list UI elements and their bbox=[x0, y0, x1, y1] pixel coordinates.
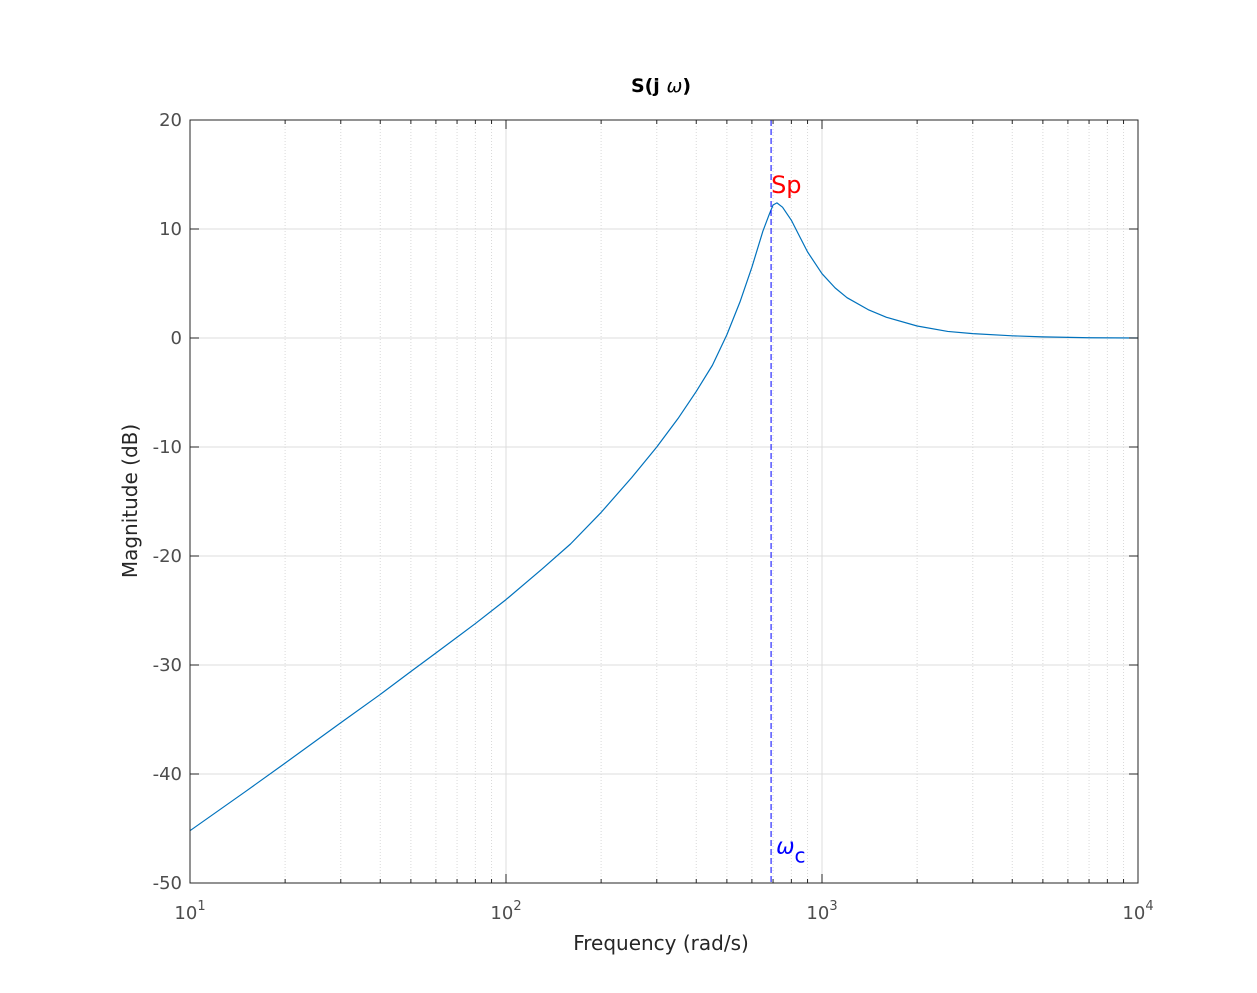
y-axis-label: Magnitude (dB) bbox=[118, 424, 142, 578]
y-tick-label: 20 bbox=[159, 110, 182, 131]
ticks bbox=[189, 119, 1139, 884]
x-tick-label: 101 bbox=[174, 899, 205, 924]
x-axis-label: Frequency (rad/s) bbox=[573, 931, 749, 955]
y-tick-label: 0 bbox=[171, 328, 182, 349]
x-tick-exponent: 1 bbox=[197, 899, 205, 914]
peak-label: Sp bbox=[771, 171, 801, 199]
annotations: ωc Sp bbox=[770, 120, 806, 883]
y-tick-label: -10 bbox=[153, 437, 182, 458]
y-tick-label: -50 bbox=[153, 873, 182, 894]
chart-title-omega: ω bbox=[666, 75, 682, 97]
chart-title-end: ) bbox=[682, 75, 691, 97]
x-tick-label: 103 bbox=[806, 899, 837, 924]
x-tick-label: 104 bbox=[1122, 899, 1153, 924]
y-tick-label: -20 bbox=[153, 546, 182, 567]
x-tick-exponent: 3 bbox=[829, 899, 837, 914]
series-line-sensitivity bbox=[189, 202, 1139, 832]
series-layer bbox=[189, 202, 1139, 832]
x-tick-base: 10 bbox=[174, 903, 197, 924]
chart-title-main: S(j bbox=[631, 75, 667, 97]
plot-frame bbox=[189, 119, 1139, 884]
crossover-label: ωc bbox=[776, 835, 805, 868]
x-tick-base: 10 bbox=[806, 903, 829, 924]
x-tick-exponent: 4 bbox=[1145, 899, 1153, 914]
x-tick-label: 102 bbox=[490, 899, 521, 924]
y-tick-label: -30 bbox=[153, 655, 182, 676]
crossover-label-subscript: c bbox=[795, 844, 806, 868]
x-tick-base: 10 bbox=[1122, 903, 1145, 924]
x-tick-base: 10 bbox=[490, 903, 513, 924]
x-tick-exponent: 2 bbox=[513, 899, 521, 914]
chart-title: S(j ω) bbox=[631, 75, 691, 97]
y-tick-label: 10 bbox=[159, 219, 182, 240]
y-tick-label: -40 bbox=[153, 764, 182, 785]
plot-area bbox=[190, 120, 1138, 883]
crossover-label-symbol: ω bbox=[776, 835, 794, 860]
